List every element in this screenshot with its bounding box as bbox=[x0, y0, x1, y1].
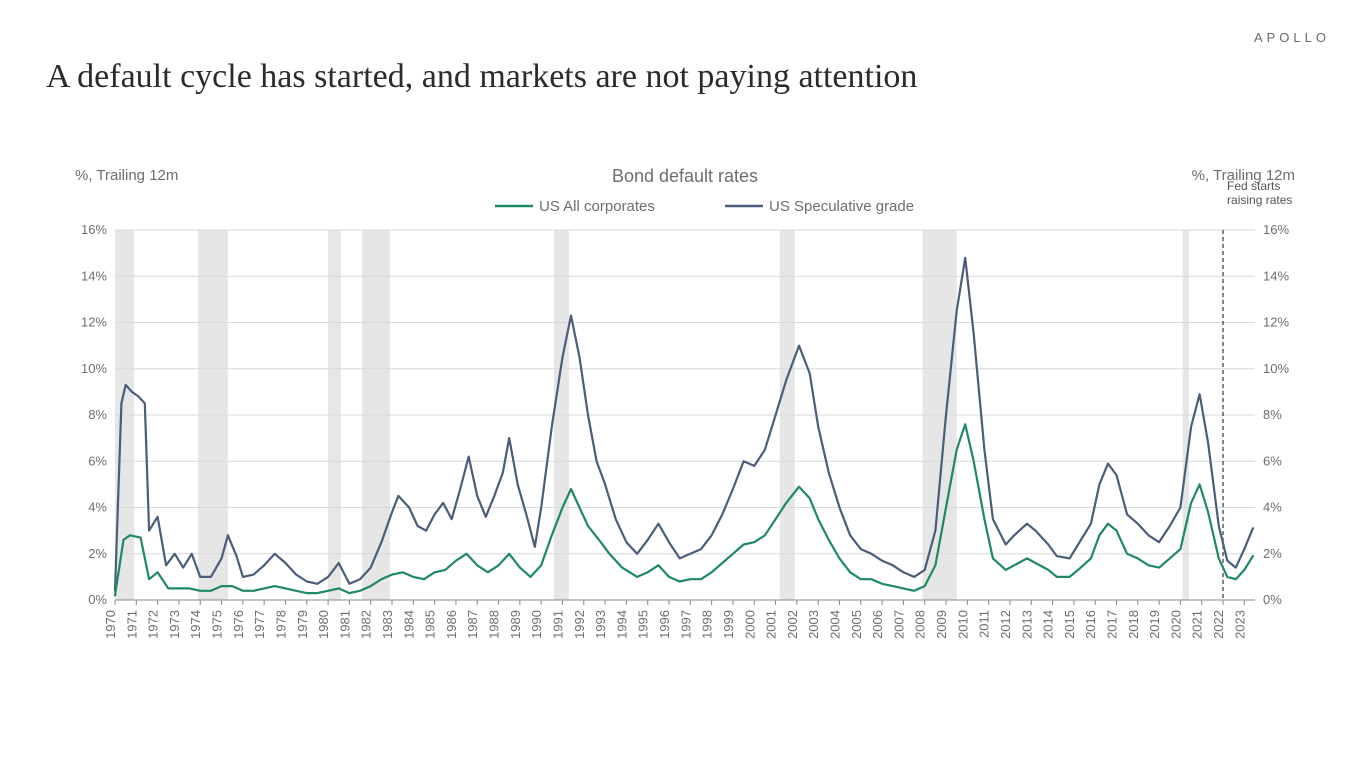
xtick: 1992 bbox=[572, 610, 587, 639]
ytick-right: 4% bbox=[1263, 500, 1282, 515]
series-us-all-corporates bbox=[115, 424, 1253, 595]
xtick: 1989 bbox=[508, 610, 523, 639]
xtick: 2013 bbox=[1019, 610, 1034, 639]
ytick-left: 16% bbox=[81, 222, 107, 237]
xtick: 2012 bbox=[998, 610, 1013, 639]
ytick-right: 16% bbox=[1263, 222, 1289, 237]
xtick: 1974 bbox=[188, 610, 203, 639]
chart-subtitle: Bond default rates bbox=[612, 166, 758, 186]
xtick: 2001 bbox=[764, 610, 779, 639]
brand-label: APOLLO bbox=[1254, 30, 1330, 45]
xtick: 1993 bbox=[593, 610, 608, 639]
xtick: 2009 bbox=[934, 610, 949, 639]
annotation-line1: Fed starts bbox=[1227, 179, 1280, 193]
xtick: 2006 bbox=[870, 610, 885, 639]
xtick: 1976 bbox=[231, 610, 246, 639]
xtick: 1971 bbox=[124, 610, 139, 639]
xtick: 2016 bbox=[1083, 610, 1098, 639]
annotation-line2: raising rates bbox=[1227, 193, 1292, 207]
xtick: 1979 bbox=[295, 610, 310, 639]
xtick: 2020 bbox=[1168, 610, 1183, 639]
line-chart: 0% 0% 2% 2% 4% 4% 6% 6% 8% 8% 10% 10% 12% 12% 14% 14% 16… bbox=[60, 150, 1310, 670]
ytick-right: 0% bbox=[1263, 592, 1282, 607]
chart-container: 0% 0% 2% 2% 4% 4% 6% 6% 8% 8% 10% 10% 12% 12% 14% 14% 16… bbox=[60, 150, 1310, 670]
xtick: 1997 bbox=[678, 610, 693, 639]
xtick: 1987 bbox=[465, 610, 480, 639]
ytick-left: 12% bbox=[81, 315, 107, 330]
xtick: 2011 bbox=[977, 610, 992, 638]
xtick: 1986 bbox=[444, 610, 459, 639]
legend-label-series2: US Speculative grade bbox=[769, 198, 914, 215]
xtick: 2005 bbox=[849, 610, 864, 639]
xtick: 1984 bbox=[401, 610, 416, 639]
xtick: 1995 bbox=[636, 610, 651, 639]
ytick-left: 0% bbox=[88, 592, 107, 607]
xtick: 2015 bbox=[1062, 610, 1077, 639]
xtick: 2014 bbox=[1041, 610, 1056, 639]
ytick-right: 6% bbox=[1263, 453, 1282, 468]
xtick: 2018 bbox=[1126, 610, 1141, 639]
xtick: 1990 bbox=[529, 610, 544, 639]
ytick-left: 10% bbox=[81, 361, 107, 376]
ytick-left: 6% bbox=[88, 453, 107, 468]
xtick: 1988 bbox=[487, 610, 502, 639]
ytick-left: 8% bbox=[88, 407, 107, 422]
xtick: 1978 bbox=[273, 610, 288, 639]
legend-label-series1: US All corporates bbox=[539, 198, 655, 215]
xtick: 2010 bbox=[955, 610, 970, 639]
xtick: 1982 bbox=[359, 610, 374, 639]
xtick: 1970 bbox=[103, 610, 118, 639]
ytick-left: 4% bbox=[88, 500, 107, 515]
xtick: 2017 bbox=[1104, 610, 1119, 639]
xtick: 1999 bbox=[721, 610, 736, 639]
xtick: 2007 bbox=[891, 610, 906, 639]
xtick: 2000 bbox=[742, 610, 757, 639]
ytick-right: 14% bbox=[1263, 268, 1289, 283]
xtick: 2022 bbox=[1211, 610, 1226, 639]
xtick: 1998 bbox=[700, 610, 715, 639]
xtick: 2008 bbox=[913, 610, 928, 639]
xtick: 1972 bbox=[146, 610, 161, 639]
xtick: 1983 bbox=[380, 610, 395, 639]
ytick-left: 2% bbox=[88, 546, 107, 561]
ytick-left: 14% bbox=[81, 268, 107, 283]
xtick: 2003 bbox=[806, 610, 821, 639]
ytick-right: 10% bbox=[1263, 361, 1289, 376]
xtick: 1980 bbox=[316, 610, 331, 639]
xtick: 1994 bbox=[614, 610, 629, 639]
page-title: A default cycle has started, and markets… bbox=[46, 58, 917, 96]
series-us-speculative-grade bbox=[115, 258, 1253, 591]
xtick: 2021 bbox=[1190, 610, 1205, 639]
y-axis-label-left: %, Trailing 12m bbox=[75, 167, 178, 184]
xtick: 1973 bbox=[167, 610, 182, 639]
xtick: 2002 bbox=[785, 610, 800, 639]
xtick: 1985 bbox=[423, 610, 438, 639]
xtick: 1975 bbox=[210, 610, 225, 639]
xtick: 1977 bbox=[252, 610, 267, 639]
xtick: 1996 bbox=[657, 610, 672, 639]
ytick-right: 8% bbox=[1263, 407, 1282, 422]
xtick: 1981 bbox=[337, 610, 352, 639]
xtick: 1991 bbox=[550, 610, 565, 639]
xtick: 2023 bbox=[1232, 610, 1247, 639]
xtick: 2004 bbox=[827, 610, 842, 639]
ytick-right: 12% bbox=[1263, 315, 1289, 330]
xtick: 2019 bbox=[1147, 610, 1162, 639]
ytick-right: 2% bbox=[1263, 546, 1282, 561]
